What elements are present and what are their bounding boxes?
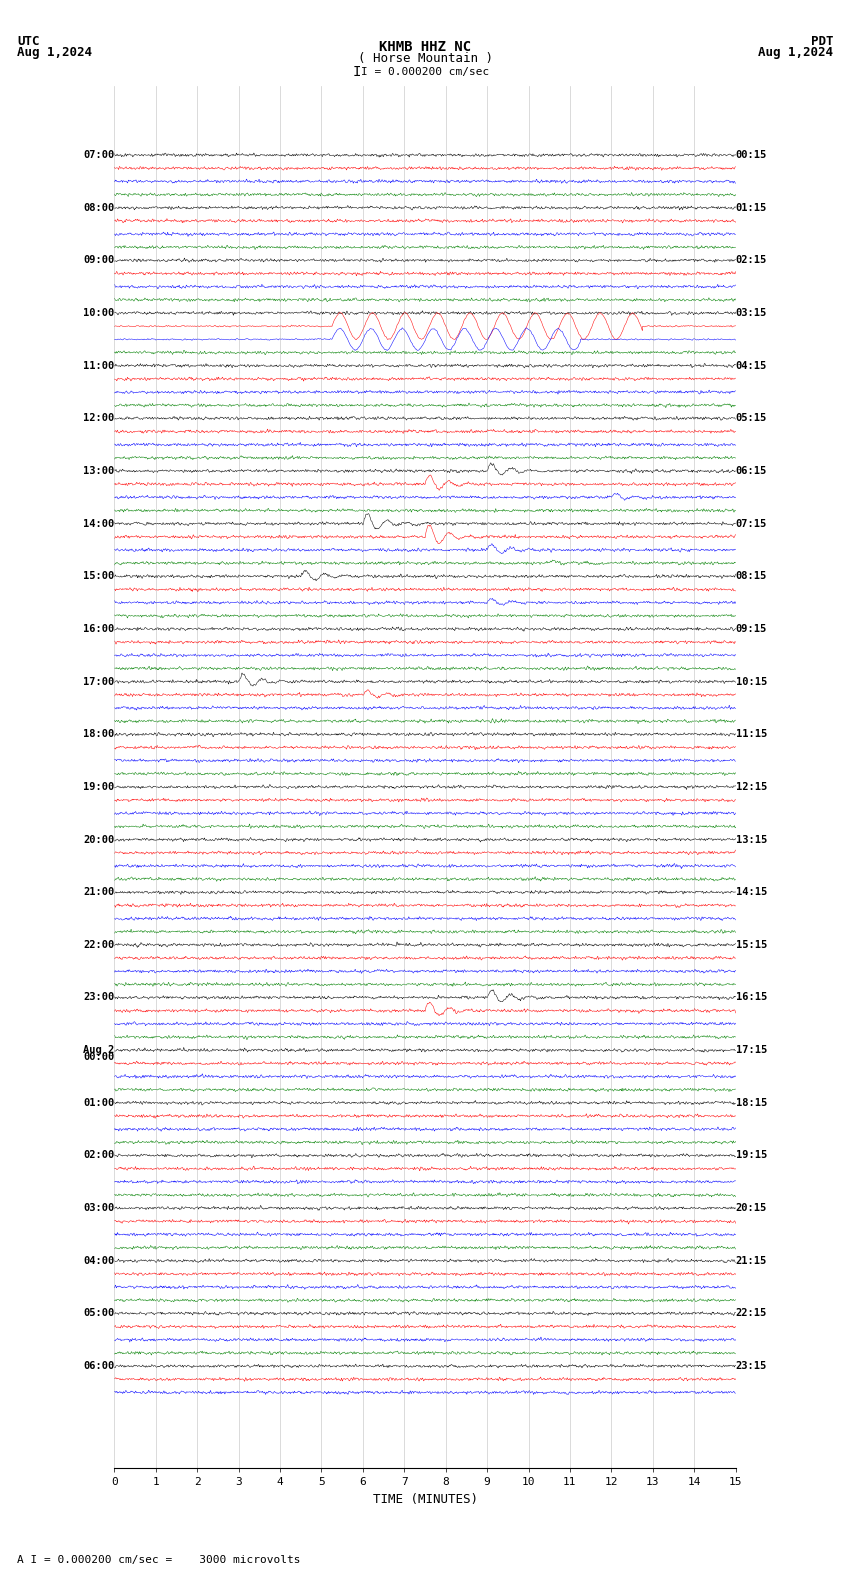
Text: 14:15: 14:15 bbox=[736, 887, 767, 897]
Text: 23:15: 23:15 bbox=[736, 1361, 767, 1372]
Text: Aug 1,2024: Aug 1,2024 bbox=[758, 46, 833, 59]
Text: 08:15: 08:15 bbox=[736, 572, 767, 581]
Text: 10:15: 10:15 bbox=[736, 676, 767, 686]
Text: 21:15: 21:15 bbox=[736, 1256, 767, 1266]
Text: 16:00: 16:00 bbox=[83, 624, 114, 634]
Text: 10:00: 10:00 bbox=[83, 307, 114, 318]
Text: PDT: PDT bbox=[811, 35, 833, 48]
Text: ( Horse Mountain ): ( Horse Mountain ) bbox=[358, 52, 492, 65]
Text: 22:00: 22:00 bbox=[83, 939, 114, 950]
Text: 20:15: 20:15 bbox=[736, 1204, 767, 1213]
Text: 06:00: 06:00 bbox=[83, 1361, 114, 1372]
Text: Aug 1,2024: Aug 1,2024 bbox=[17, 46, 92, 59]
Text: 17:00: 17:00 bbox=[83, 676, 114, 686]
Text: 03:15: 03:15 bbox=[736, 307, 767, 318]
Text: 05:15: 05:15 bbox=[736, 413, 767, 423]
Text: 19:15: 19:15 bbox=[736, 1150, 767, 1161]
Text: 12:15: 12:15 bbox=[736, 782, 767, 792]
Text: I: I bbox=[353, 65, 361, 79]
Text: 00:15: 00:15 bbox=[736, 150, 767, 160]
Text: 21:00: 21:00 bbox=[83, 887, 114, 897]
Text: 19:00: 19:00 bbox=[83, 782, 114, 792]
Text: UTC: UTC bbox=[17, 35, 39, 48]
Text: 13:00: 13:00 bbox=[83, 466, 114, 475]
Text: 15:00: 15:00 bbox=[83, 572, 114, 581]
Text: 18:00: 18:00 bbox=[83, 729, 114, 740]
Text: 12:00: 12:00 bbox=[83, 413, 114, 423]
Text: 22:15: 22:15 bbox=[736, 1308, 767, 1318]
Text: 17:15: 17:15 bbox=[736, 1045, 767, 1055]
Text: 09:15: 09:15 bbox=[736, 624, 767, 634]
Text: KHMB HHZ NC: KHMB HHZ NC bbox=[379, 40, 471, 54]
Text: 08:00: 08:00 bbox=[83, 203, 114, 212]
Text: 11:15: 11:15 bbox=[736, 729, 767, 740]
Text: 20:00: 20:00 bbox=[83, 835, 114, 844]
X-axis label: TIME (MINUTES): TIME (MINUTES) bbox=[372, 1492, 478, 1506]
Text: 09:00: 09:00 bbox=[83, 255, 114, 266]
Text: 07:00: 07:00 bbox=[83, 150, 114, 160]
Text: 03:00: 03:00 bbox=[83, 1204, 114, 1213]
Text: A I = 0.000200 cm/sec =    3000 microvolts: A I = 0.000200 cm/sec = 3000 microvolts bbox=[17, 1555, 301, 1565]
Text: Aug 2: Aug 2 bbox=[83, 1045, 114, 1055]
Text: 02:15: 02:15 bbox=[736, 255, 767, 266]
Text: 14:00: 14:00 bbox=[83, 518, 114, 529]
Text: 18:15: 18:15 bbox=[736, 1098, 767, 1107]
Text: 01:00: 01:00 bbox=[83, 1098, 114, 1107]
Text: 07:15: 07:15 bbox=[736, 518, 767, 529]
Text: 05:00: 05:00 bbox=[83, 1308, 114, 1318]
Text: I = 0.000200 cm/sec: I = 0.000200 cm/sec bbox=[361, 67, 489, 76]
Text: 02:00: 02:00 bbox=[83, 1150, 114, 1161]
Text: 04:00: 04:00 bbox=[83, 1256, 114, 1266]
Text: 01:15: 01:15 bbox=[736, 203, 767, 212]
Text: 16:15: 16:15 bbox=[736, 993, 767, 1003]
Text: 06:15: 06:15 bbox=[736, 466, 767, 475]
Text: 13:15: 13:15 bbox=[736, 835, 767, 844]
Text: 15:15: 15:15 bbox=[736, 939, 767, 950]
Text: 11:00: 11:00 bbox=[83, 361, 114, 371]
Text: 00:00: 00:00 bbox=[83, 1052, 114, 1061]
Text: 04:15: 04:15 bbox=[736, 361, 767, 371]
Text: 23:00: 23:00 bbox=[83, 993, 114, 1003]
